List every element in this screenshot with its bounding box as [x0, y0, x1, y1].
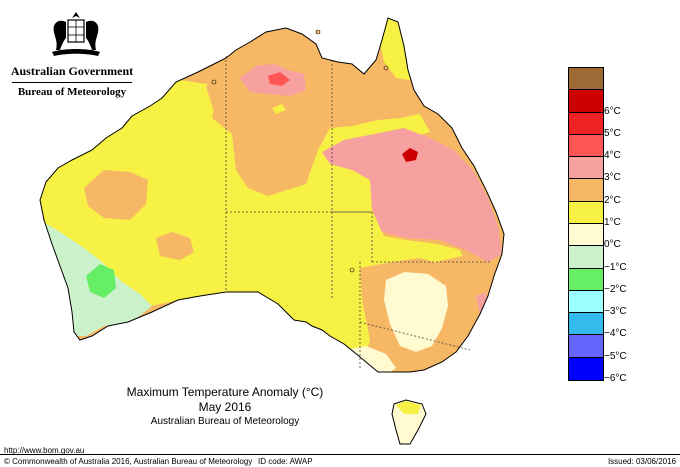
- legend-label: −3°C: [604, 306, 627, 318]
- legend-label: 0°C: [604, 239, 621, 251]
- color-legend: [568, 67, 604, 381]
- website-url: http://www.bom.gov.au: [4, 446, 85, 455]
- legend-swatch: [569, 157, 603, 180]
- legend-swatch: [569, 268, 603, 291]
- island: [383, 65, 389, 71]
- bureau-name: Bureau of Meteorology: [17, 86, 127, 98]
- legend-label: −1°C: [604, 261, 627, 273]
- anomaly-band-4c-queensland: [402, 148, 418, 162]
- legend-label: 6°C: [604, 105, 621, 117]
- anomaly-band-2c-pilbara: [84, 170, 148, 220]
- legend-label: 4°C: [604, 150, 621, 162]
- anomaly-band-2c-central: [156, 232, 194, 260]
- legend-swatch: [569, 134, 603, 158]
- government-name: Australian Government: [10, 64, 134, 78]
- island: [349, 267, 355, 273]
- anomaly-band-3c-queensland: [322, 128, 502, 262]
- state-borders: [225, 56, 490, 370]
- legend-label: −6°C: [604, 373, 627, 384]
- legend-label: −5°C: [604, 350, 627, 362]
- id-code: ID code: AWAP: [258, 457, 313, 466]
- island: [211, 79, 217, 85]
- legend-swatch: [569, 179, 603, 202]
- legend-swatch: [569, 357, 603, 380]
- footer-divider: [0, 454, 680, 455]
- island: [315, 29, 321, 35]
- anomaly-band-neg2c-southwest: [86, 264, 116, 298]
- coat-of-arms-icon: [52, 12, 100, 56]
- map-title-block: Maximum Temperature Anomaly (°C) May 201…: [110, 385, 340, 429]
- map-period: May 2016: [198, 400, 252, 414]
- legend-swatch: [569, 90, 603, 113]
- legend-label: 1°C: [604, 217, 621, 228]
- anomaly-band-2c-southeast: [436, 256, 486, 358]
- legend-swatch: [569, 313, 603, 336]
- australia-anomaly-map: [39, 17, 505, 445]
- legend-label: 3°C: [604, 172, 621, 184]
- legend-swatch: [569, 201, 603, 224]
- logo-divider: [12, 82, 132, 83]
- map-title: Maximum Temperature Anomaly (°C): [126, 385, 324, 399]
- legend-swatch: [569, 224, 603, 247]
- tasmania-band-1c: [396, 401, 421, 414]
- anomaly-band-1c-yellow-spot: [272, 104, 286, 114]
- legend-swatch: [569, 290, 603, 314]
- issued-date: Issued: 03/06/2016: [607, 457, 676, 466]
- bom-logo: Australian Government Bureau of Meteorol…: [8, 8, 136, 104]
- legend-label: −4°C: [604, 328, 627, 340]
- anomaly-band-4c-nt: [268, 72, 290, 86]
- legend-label: 2°C: [604, 194, 621, 206]
- legend-label: 5°C: [604, 127, 621, 139]
- legend-swatch: [569, 246, 603, 269]
- legend-swatch: [569, 112, 603, 135]
- legend-swatch: [569, 335, 603, 358]
- legend-label: −2°C: [604, 283, 627, 295]
- copyright-notice: © Commonwealth of Australia 2016, Austra…: [4, 457, 253, 466]
- legend-swatch: [569, 68, 603, 91]
- map-source: Australian Bureau of Meteorology: [150, 416, 300, 427]
